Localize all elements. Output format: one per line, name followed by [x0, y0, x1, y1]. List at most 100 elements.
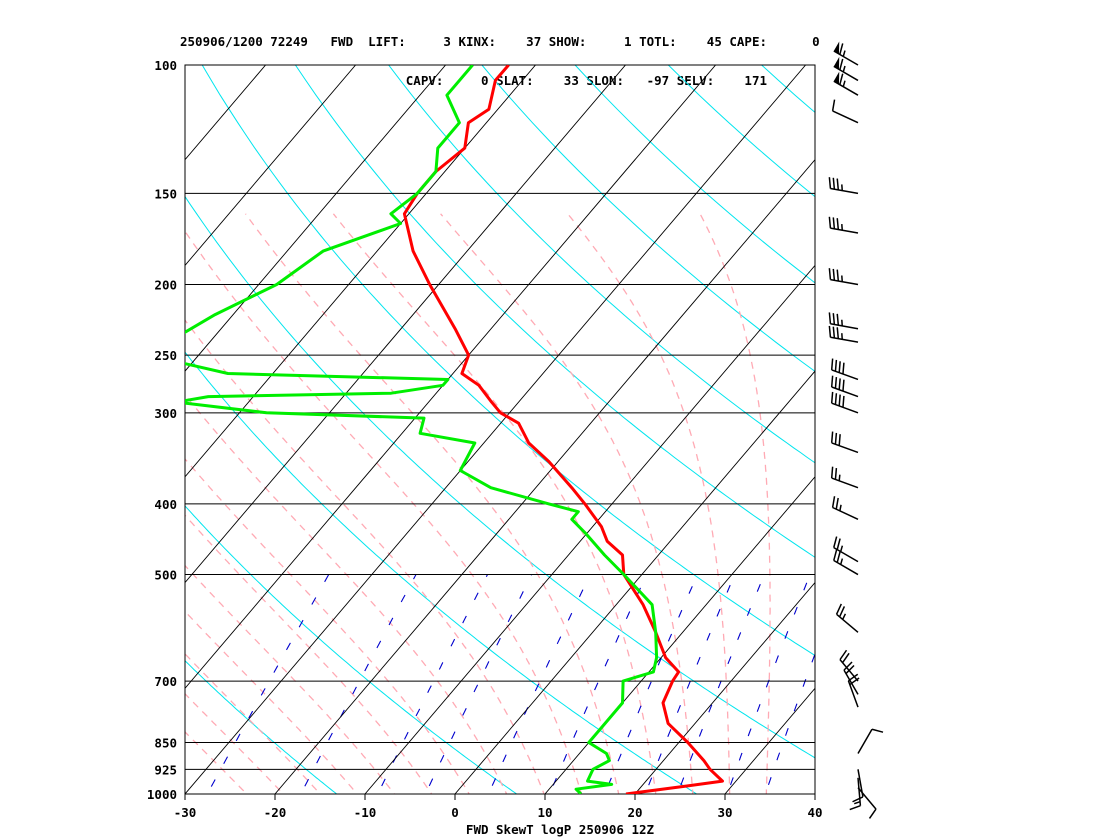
- header-line-2: CAPV: 0 SLAT: 33 SLON: -97 SELV: 171: [180, 73, 767, 88]
- wind-barb: [857, 787, 877, 819]
- barb-feather: [839, 73, 844, 85]
- barb-feather: [830, 375, 834, 388]
- barb-feather: [836, 327, 840, 339]
- wind-barb: [833, 71, 859, 96]
- isotherm: [0, 65, 86, 794]
- barb-half-feather: [854, 800, 861, 805]
- moist-adiabat: [332, 213, 657, 794]
- barb-half-feather: [842, 80, 846, 87]
- barb-feather: [828, 268, 832, 280]
- barb-staff: [830, 187, 859, 195]
- wind-barb: [833, 41, 859, 66]
- barb-feather: [849, 804, 861, 811]
- dry-adiabat: [185, 351, 698, 794]
- mixing-ratio-line: [644, 574, 736, 794]
- barb-feather: [834, 359, 838, 372]
- barb-feather: [838, 606, 846, 618]
- temperature-tick-label: -20: [264, 805, 287, 820]
- dry-adiabat: [185, 195, 815, 759]
- barb-staff: [832, 506, 859, 521]
- temperature-tick-label: -10: [354, 805, 377, 820]
- dry-adiabat: [836, 49, 1120, 810]
- barb-half-feather: [838, 474, 841, 481]
- temperature-tick-label: 40: [807, 805, 822, 820]
- barb-staff: [831, 477, 859, 489]
- barb-feather: [839, 43, 844, 55]
- temperature-tick-label: 30: [717, 805, 732, 820]
- moist-adiabat: [185, 514, 433, 794]
- wind-barbs: [828, 41, 884, 819]
- isotherm: [185, 65, 716, 689]
- wind-barb: [833, 549, 859, 576]
- wind-barb: [830, 466, 859, 489]
- mixing-ratio-line: [487, 574, 591, 794]
- barb-feather: [836, 178, 840, 190]
- dewpoint-line: [185, 65, 659, 794]
- profile-lines: [185, 65, 724, 794]
- moist-adiabat: [185, 319, 545, 794]
- barb-feather: [849, 677, 860, 686]
- barb-feather: [832, 326, 836, 339]
- barb-half-feather: [842, 65, 846, 73]
- barb-staff: [857, 777, 862, 806]
- pressure-tick-label: 925: [154, 762, 177, 777]
- barb-staff: [832, 110, 859, 124]
- barb-feather: [852, 796, 864, 803]
- wind-barb: [847, 673, 860, 708]
- barb-staff: [847, 680, 859, 708]
- pressure-tick-label: 200: [154, 277, 177, 292]
- barb-feather: [835, 603, 843, 615]
- mixing-ratio-line: [676, 574, 765, 794]
- dry-adiabat: [185, 505, 518, 794]
- moist-adiabat: [185, 457, 470, 794]
- barb-feather: [831, 99, 836, 112]
- wind-barb: [828, 216, 859, 234]
- temperature-tick-label: 0: [451, 805, 459, 820]
- moist-adiabat: [244, 213, 620, 794]
- wind-barb: [831, 496, 859, 521]
- barb-feather: [832, 217, 836, 229]
- isotherm: [185, 65, 536, 478]
- barb-flag: [833, 41, 840, 54]
- barb-staff: [830, 336, 859, 343]
- isotherm: [274, 158, 815, 794]
- dry-adiabat: [928, 49, 1120, 810]
- barb-staff: [843, 669, 859, 695]
- isotherm: [364, 264, 815, 794]
- barb-feather: [833, 549, 838, 561]
- dry-adiabat: [201, 65, 815, 657]
- moist-adiabat: [699, 213, 771, 794]
- dry-adiabat: [294, 65, 815, 558]
- barb-staff: [830, 227, 859, 234]
- wind-barb: [830, 391, 859, 414]
- pressure-tick-label: 250: [154, 348, 177, 363]
- isotherm: [454, 370, 815, 794]
- barb-feather: [832, 313, 836, 325]
- barb-half-feather: [842, 613, 847, 620]
- barb-feather: [838, 361, 841, 373]
- moist-adiabat: [185, 692, 285, 794]
- moist-adiabat: [185, 564, 396, 794]
- pressure-tick-label: 850: [154, 736, 177, 751]
- wind-barb: [843, 661, 859, 695]
- isotherm: [544, 476, 815, 794]
- barb-feather: [834, 432, 838, 445]
- barb-feather: [842, 379, 845, 392]
- barb-feather: [830, 391, 834, 404]
- temperature-tick-label: 20: [627, 805, 642, 820]
- plot-frame: [184, 64, 816, 795]
- isotherm: [185, 65, 356, 267]
- mixing-ratio-line: [377, 574, 488, 794]
- isotherm: [634, 581, 815, 794]
- barb-feather: [834, 468, 838, 480]
- wind-barb: [828, 325, 859, 343]
- wind-barb: [833, 536, 859, 563]
- barb-feather: [832, 268, 836, 281]
- barb-feather: [830, 431, 834, 443]
- mixing-ratio-line: [764, 652, 815, 794]
- barb-staff: [830, 323, 859, 330]
- wind-barb: [830, 375, 859, 398]
- wind-barb: [830, 431, 859, 454]
- barb-feather: [838, 378, 841, 390]
